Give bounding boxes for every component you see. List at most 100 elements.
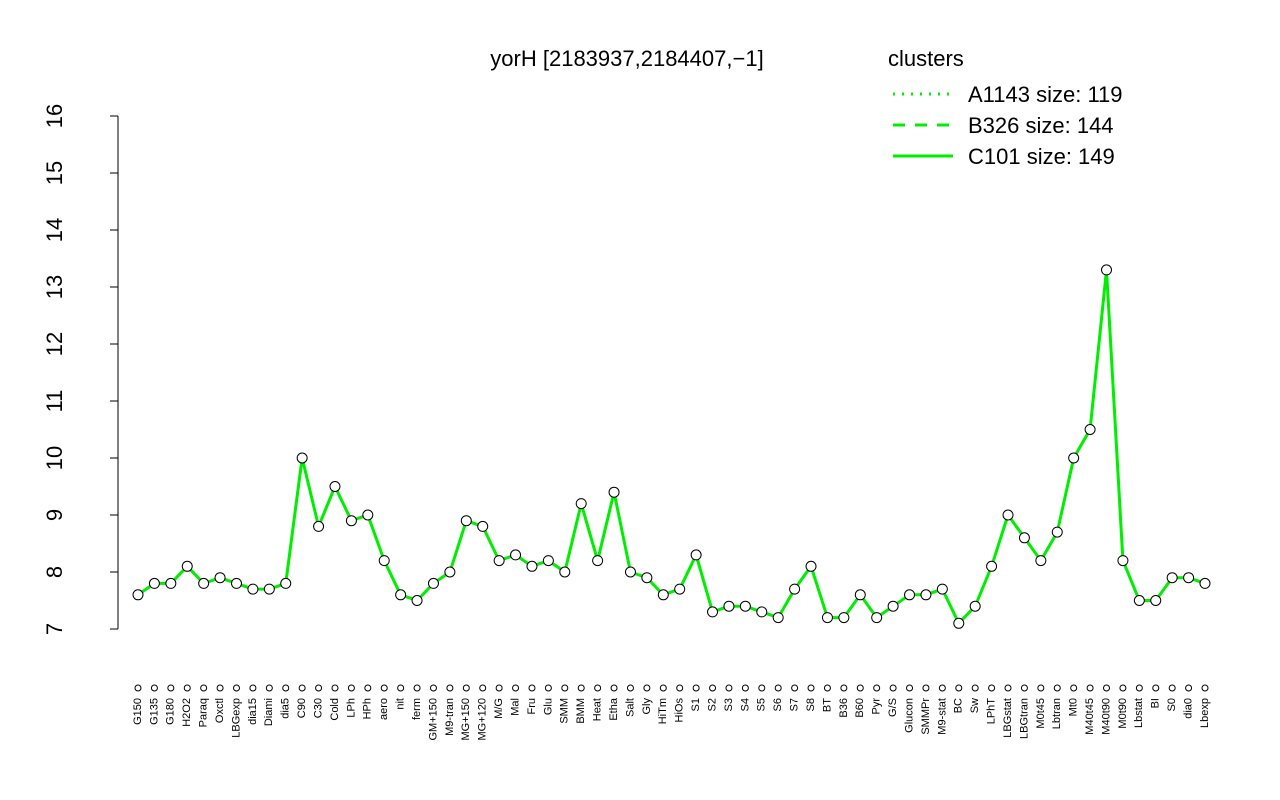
data-point bbox=[624, 566, 636, 578]
x-tick-label: Glucon bbox=[903, 698, 915, 733]
category-marker bbox=[807, 684, 815, 692]
category-marker bbox=[479, 684, 487, 692]
x-tick-label: S0 bbox=[1166, 698, 1178, 711]
y-tick-label: 15 bbox=[42, 161, 67, 185]
category-marker bbox=[1152, 684, 1160, 692]
legend-title: clusters bbox=[888, 46, 964, 71]
category-marker bbox=[561, 684, 569, 692]
data-point bbox=[969, 600, 981, 612]
x-tick-label: Oxctl bbox=[214, 698, 226, 723]
data-point bbox=[559, 566, 571, 578]
category-marker bbox=[347, 684, 355, 692]
y-tick-label: 7 bbox=[42, 623, 67, 635]
data-point bbox=[247, 583, 259, 595]
x-tick-label: Heat bbox=[592, 698, 604, 721]
data-point bbox=[460, 515, 472, 527]
data-point bbox=[674, 583, 686, 595]
data-point bbox=[378, 555, 390, 567]
data-point bbox=[510, 549, 522, 561]
x-tick-label: LBGexp bbox=[230, 698, 242, 738]
x-tick-label: HPh bbox=[362, 698, 374, 719]
category-marker bbox=[791, 684, 799, 692]
legend-label: B326 size: 144 bbox=[968, 113, 1114, 138]
x-tick-label: M40t45 bbox=[1084, 698, 1096, 735]
data-point bbox=[280, 577, 292, 589]
data-point bbox=[1150, 595, 1162, 606]
x-tick-label: LPh bbox=[345, 698, 357, 718]
x-tick-label: MG+120 bbox=[477, 698, 489, 741]
data-point bbox=[296, 452, 308, 464]
category-marker bbox=[429, 684, 437, 692]
x-tick-label: nit bbox=[395, 698, 407, 710]
category-marker bbox=[1168, 684, 1176, 692]
category-marker bbox=[741, 684, 749, 692]
data-point bbox=[214, 572, 226, 584]
category-marker bbox=[610, 684, 618, 692]
data-point bbox=[1166, 572, 1178, 584]
category-marker bbox=[167, 684, 175, 692]
x-tick-label: Pyr bbox=[871, 698, 883, 715]
category-marker bbox=[626, 684, 634, 692]
x-tick-label: Sw bbox=[969, 698, 981, 713]
category-marker bbox=[676, 684, 684, 692]
x-tick-label: HiOs bbox=[674, 698, 686, 723]
data-point bbox=[920, 589, 932, 601]
category-marker bbox=[643, 684, 651, 692]
category-marker bbox=[265, 684, 273, 692]
data-point bbox=[904, 589, 916, 601]
category-marker bbox=[889, 684, 897, 692]
data-point bbox=[165, 577, 177, 589]
x-tick-label: MG+150 bbox=[460, 698, 472, 741]
category-marker bbox=[282, 684, 290, 692]
x-tick-label: C30 bbox=[312, 698, 324, 718]
x-tick-label: GM+150 bbox=[427, 698, 439, 741]
data-point bbox=[1183, 572, 1195, 584]
category-marker bbox=[528, 684, 536, 692]
x-tick-label: dia0 bbox=[1182, 698, 1194, 719]
data-point bbox=[1068, 452, 1080, 464]
category-marker bbox=[1037, 684, 1045, 692]
x-tick-label: BMM bbox=[575, 698, 587, 724]
x-tick-label: dia15 bbox=[247, 698, 259, 725]
x-tick-label: G180 bbox=[165, 698, 177, 725]
data-point bbox=[871, 612, 883, 624]
x-tick-label: M/G bbox=[493, 698, 505, 719]
data-point bbox=[1101, 264, 1113, 276]
x-tick-label: G/S bbox=[887, 698, 899, 717]
category-marker bbox=[200, 684, 208, 692]
y-tick-label: 8 bbox=[42, 566, 67, 578]
x-tick-label: ferm bbox=[411, 698, 423, 720]
x-tick-label: BT bbox=[821, 698, 833, 712]
x-tick-label: SMMPr bbox=[920, 698, 932, 735]
data-point bbox=[477, 520, 489, 532]
data-point bbox=[707, 606, 719, 618]
data-point bbox=[657, 589, 669, 601]
category-marker bbox=[495, 684, 503, 692]
x-tick-label: Mt0 bbox=[1068, 698, 1080, 716]
y-tick-label: 12 bbox=[42, 332, 67, 356]
data-point bbox=[1002, 509, 1014, 521]
x-tick-label: Salt bbox=[624, 698, 636, 717]
category-marker bbox=[577, 684, 585, 692]
category-marker bbox=[512, 684, 520, 692]
y-tick-label: 10 bbox=[42, 446, 67, 470]
category-marker bbox=[709, 684, 717, 692]
data-point bbox=[198, 577, 210, 589]
x-tick-label: Cold bbox=[329, 698, 341, 721]
data-point bbox=[690, 549, 702, 561]
x-tick-label: Fru bbox=[526, 698, 538, 715]
x-tick-label: S1 bbox=[690, 698, 702, 711]
x-tick-label: Gly bbox=[641, 698, 653, 715]
data-point bbox=[542, 555, 554, 567]
x-tick-label: G135 bbox=[148, 698, 160, 725]
x-tick-label: Diami bbox=[263, 698, 275, 726]
data-point bbox=[181, 560, 193, 572]
category-marker bbox=[397, 684, 405, 692]
x-tick-label: Mal bbox=[509, 698, 521, 716]
data-point bbox=[427, 577, 439, 589]
data-point bbox=[132, 589, 144, 601]
data-point bbox=[575, 498, 587, 510]
data-point bbox=[411, 595, 423, 606]
